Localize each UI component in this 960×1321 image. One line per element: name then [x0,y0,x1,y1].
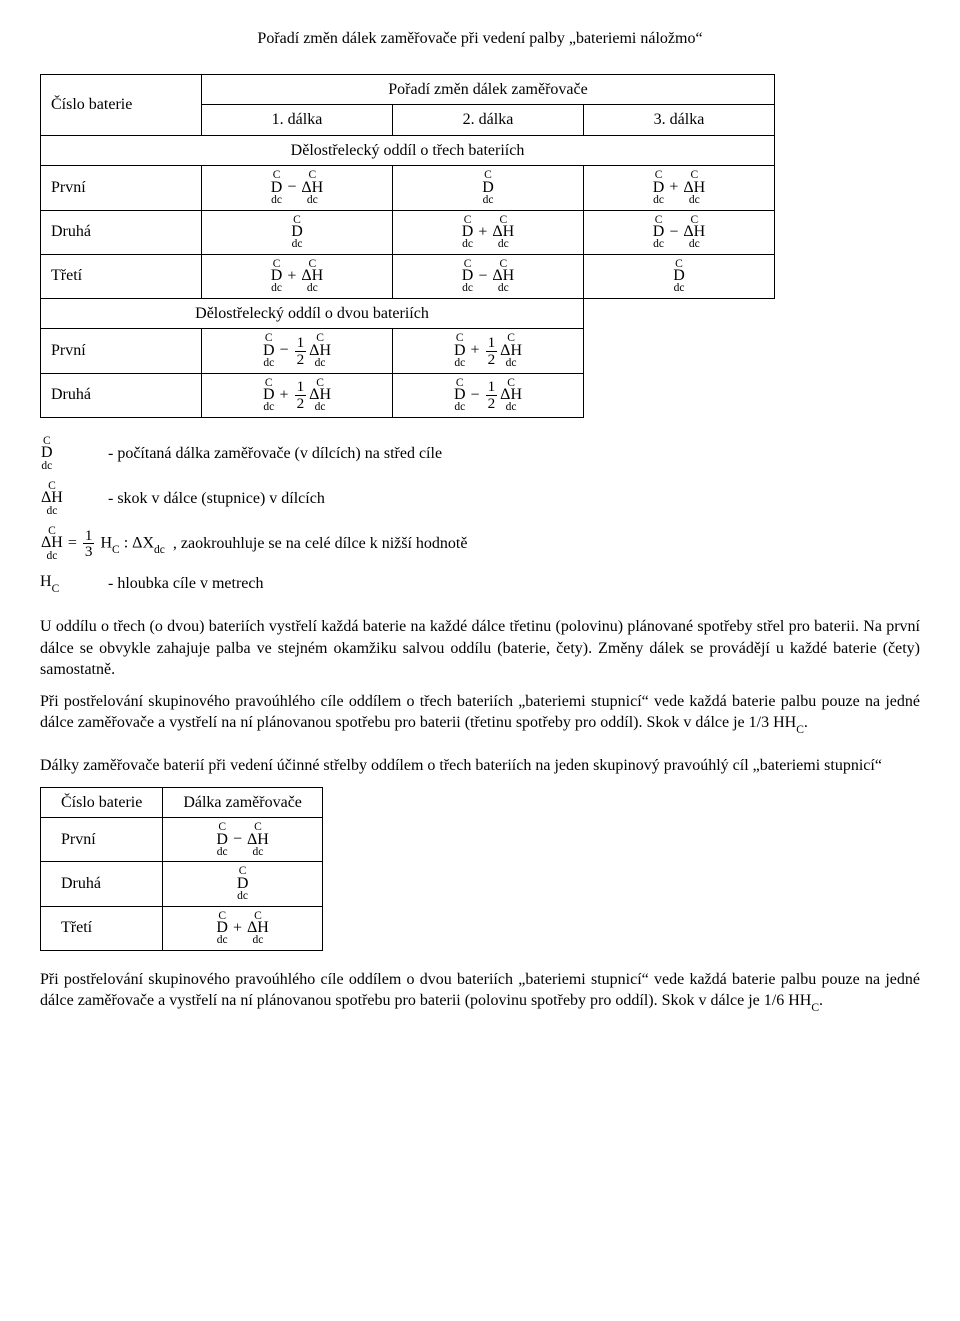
col-header-cislo: Číslo baterie [41,787,163,818]
page-title: Pořadí změn dálek zaměřovače při vedení … [40,28,920,50]
paragraph: Při postřelování skupinového pravoúhlého… [40,969,920,1015]
row-label: Třetí [41,906,163,950]
cell-formula: CDdc − CΔHdc [584,210,775,254]
definitions: CDdc - počítaná dálka zaměřovače (v dílc… [40,436,920,596]
def-text: - počítaná dálka zaměřovače (v dílcích) … [108,443,442,465]
table-row: Druhá CDdc CDdc + CΔHdc CDdc − CΔHdc [41,210,775,254]
section-3bat: Dělostřelecký oddíl o třech bateriích [41,135,775,166]
cell-formula: CDdc + CΔHdc [163,906,323,950]
cell-formula: CDdc − 12CΔHdc [202,329,393,373]
cell-formula: CDdc − CΔHdc [163,818,323,862]
cell-formula: CDdc + CΔHdc [393,210,584,254]
empty-cell [584,373,775,417]
table-row: Třetí CDdc + CΔHdc CDdc − CΔHdc CDdc [41,254,775,298]
row-label: Druhá [41,373,202,417]
cell-formula: CDdc + CΔHdc [202,254,393,298]
col-header-span: Pořadí změn dálek zaměřovače [202,74,775,105]
formula-dH-eq: CΔHdc = 13 HC : ΔXdc [40,526,165,561]
col-header-1: 1. dálka [202,105,393,136]
def-text: - skok v dálce (stupnice) v dílcích [108,488,325,510]
def-text: , zaokrouhluje se na celé dílce k nižší … [173,533,468,555]
cell-formula: CDdc [163,862,323,906]
cell-formula: CDdc [584,254,775,298]
table-row: Druhá CDdc + 12CΔHdc CDdc − 12CΔHdc [41,373,775,417]
cell-formula: CDdc − CΔHdc [393,254,584,298]
cell-formula: CDdc − 12CΔHdc [393,373,584,417]
empty-cell [584,298,775,329]
table-row: První CDdc − CΔHdc CDdc CDdc + CΔHdc [41,166,775,210]
col-header-3: 3. dálka [584,105,775,136]
cell-formula: CDdc + CΔHdc [584,166,775,210]
cell-formula: CDdc + 12CΔHdc [202,373,393,417]
table-row: Třetí CDdc + CΔHdc [41,906,323,950]
table-row: První CDdc − 12CΔHdc CDdc + 12CΔHdc [41,329,775,373]
table-row: Druhá CDdc [41,862,323,906]
cell-formula: CDdc [202,210,393,254]
col-header-cislo: Číslo baterie [41,74,202,135]
table-porad-zmen: Číslo baterie Pořadí změn dálek zaměřova… [40,74,775,418]
symbol-Hc: HC [40,571,100,596]
row-label: Druhá [41,210,202,254]
row-label: Druhá [41,862,163,906]
cell-formula: CDdc − CΔHdc [202,166,393,210]
cell-formula: CDdc [393,166,584,210]
symbol-dH: CΔHdc [40,481,100,516]
empty-cell [584,329,775,373]
section-2bat: Dělostřelecký oddíl o dvou bateriích [41,298,584,329]
symbol-D: CDdc [40,436,100,471]
row-label: První [41,329,202,373]
table-row: První CDdc − CΔHdc [41,818,323,862]
cell-formula: CDdc + 12CΔHdc [393,329,584,373]
row-label: Třetí [41,254,202,298]
table-dalky: Číslo baterie Dálka zaměřovače První CDd… [40,787,323,951]
col-header-dalka: Dálka zaměřovače [163,787,323,818]
subheading: Dálky zaměřovače baterií při vedení účin… [40,755,920,777]
col-header-2: 2. dálka [393,105,584,136]
row-label: První [41,818,163,862]
paragraph: Při postřelování skupinového pravoúhlého… [40,691,920,737]
def-text: - hloubka cíle v metrech [108,573,264,595]
row-label: První [41,166,202,210]
paragraph: U oddílu o třech (o dvou) bateriích vyst… [40,616,920,681]
